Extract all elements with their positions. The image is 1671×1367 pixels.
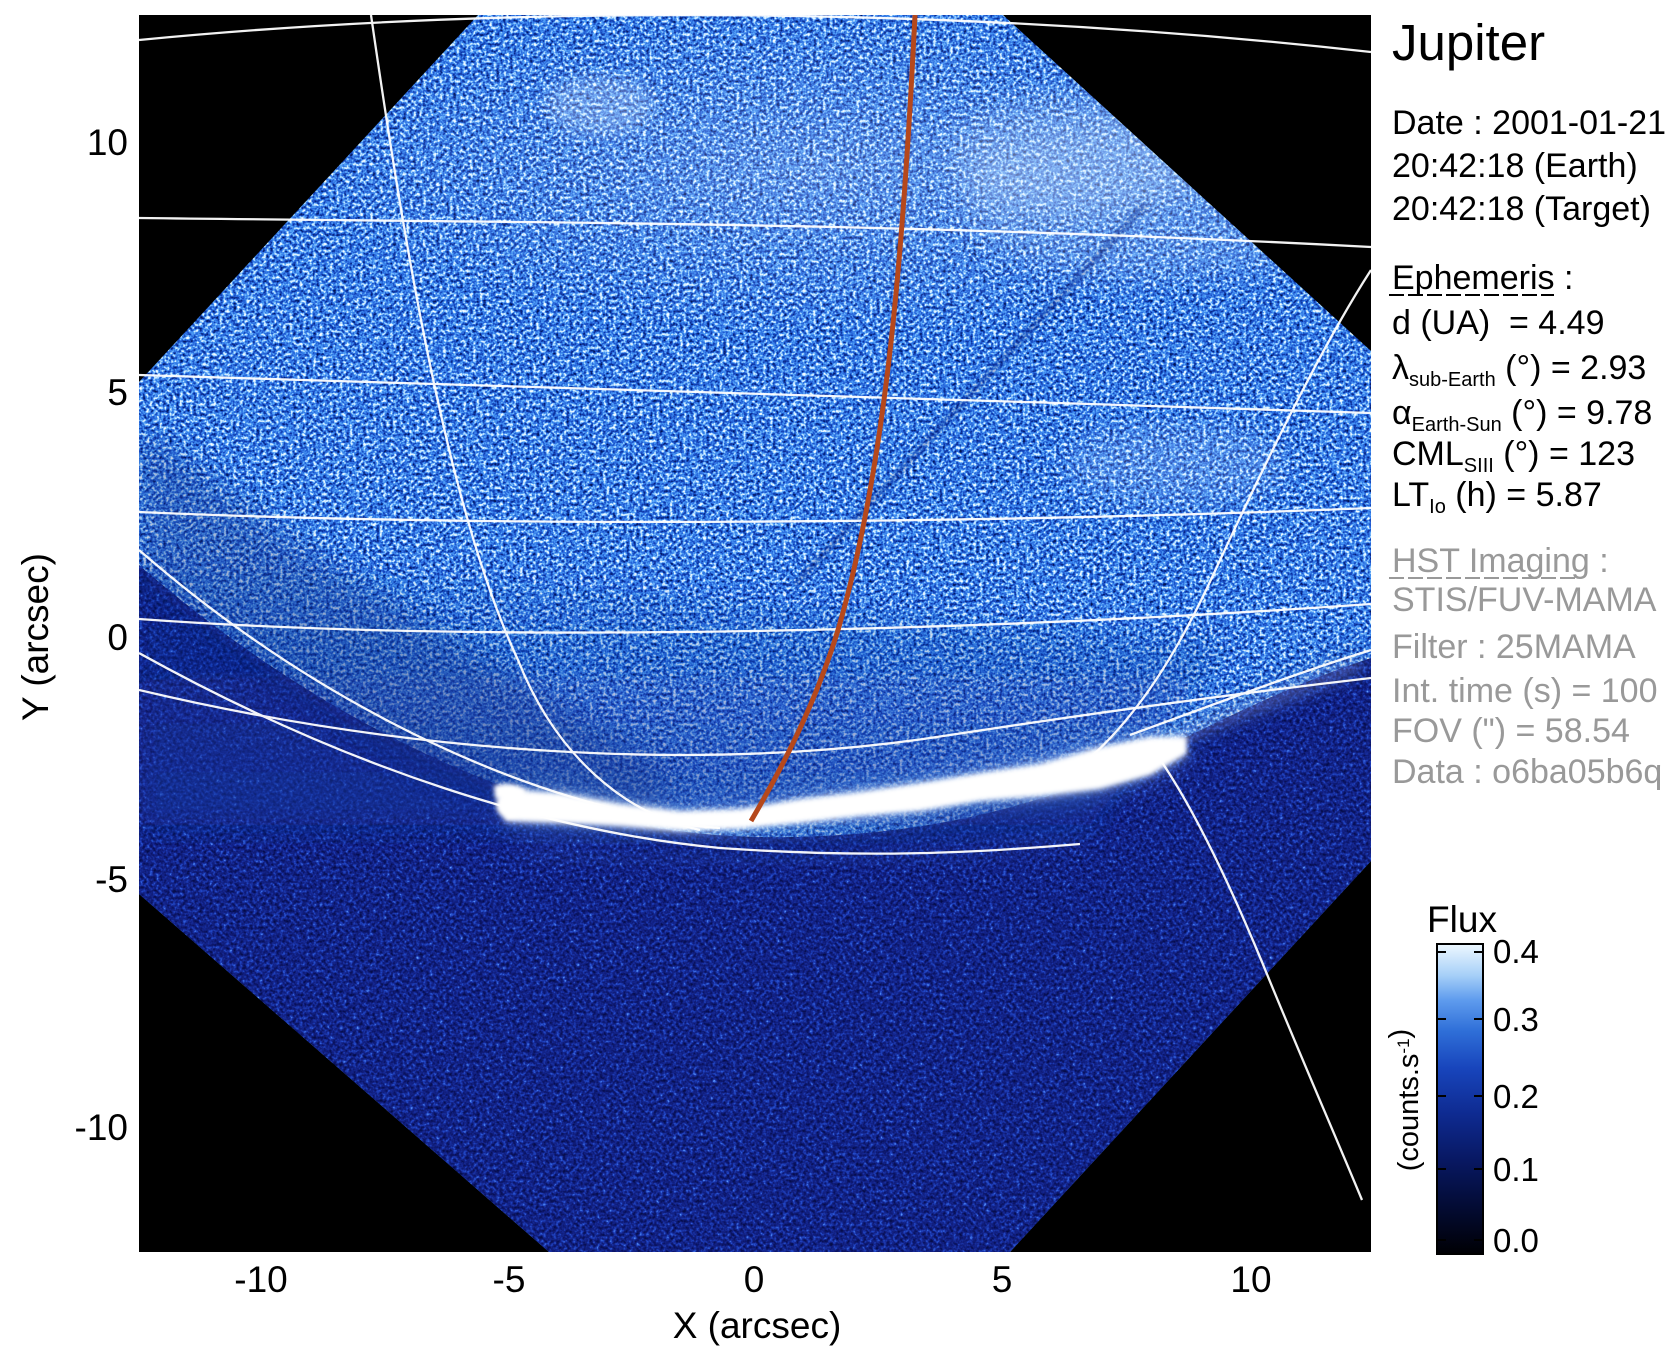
svg-text:Filter : 25MAMA: Filter : 25MAMA [1392, 628, 1636, 666]
svg-text:HST Imaging :: HST Imaging : [1392, 542, 1609, 580]
svg-text:CMLSIII (°) = 123: CMLSIII (°) = 123 [1392, 435, 1635, 477]
svg-text:(counts.s-1): (counts.s-1) [1384, 1029, 1425, 1171]
svg-text:Jupiter: Jupiter [1392, 14, 1545, 71]
svg-text:5: 5 [992, 1259, 1013, 1300]
svg-text:-5: -5 [95, 859, 128, 900]
svg-text:-10: -10 [234, 1259, 287, 1300]
svg-text:Data : o6ba05b6q: Data : o6ba05b6q [1392, 753, 1662, 791]
svg-text:10: 10 [1230, 1259, 1271, 1300]
svg-text:Ephemeris :: Ephemeris : [1392, 259, 1573, 297]
svg-text:Y (arcsec): Y (arcsec) [15, 553, 56, 721]
svg-text:-5: -5 [493, 1259, 526, 1300]
svg-text:LTIo (h) = 5.87: LTIo (h) = 5.87 [1392, 476, 1602, 518]
svg-text:0.4: 0.4 [1493, 933, 1539, 970]
svg-text:10: 10 [87, 122, 128, 163]
svg-text:0: 0 [744, 1259, 765, 1300]
svg-text:0.1: 0.1 [1493, 1151, 1539, 1188]
svg-text:αEarth-Sun (°) = 9.78: αEarth-Sun (°) = 9.78 [1392, 394, 1652, 436]
svg-text:X (arcsec): X (arcsec) [673, 1305, 842, 1346]
svg-text:FOV (") = 58.54: FOV (") = 58.54 [1392, 712, 1630, 750]
svg-text:0.0: 0.0 [1493, 1222, 1539, 1259]
svg-text:0.3: 0.3 [1493, 1001, 1539, 1038]
svg-text:= 4.49: = 4.49 [1509, 304, 1604, 342]
svg-text:-10: -10 [75, 1107, 128, 1148]
svg-text:20:42:18 (Target): 20:42:18 (Target) [1392, 190, 1651, 228]
svg-text:5: 5 [107, 372, 128, 413]
svg-text:20:42:18 (Earth): 20:42:18 (Earth) [1392, 147, 1638, 185]
svg-text:Date : 2001-01-21: Date : 2001-01-21 [1392, 104, 1666, 142]
svg-text:λsub-Earth (°) = 2.93: λsub-Earth (°) = 2.93 [1392, 349, 1646, 391]
svg-text:0.2: 0.2 [1493, 1078, 1539, 1115]
svg-text:d (UA): d (UA) [1392, 304, 1490, 342]
svg-text:0: 0 [107, 617, 128, 658]
svg-text:Flux: Flux [1427, 899, 1497, 940]
svg-text:Int. time (s) = 100: Int. time (s) = 100 [1392, 672, 1658, 710]
svg-text:STIS/FUV-MAMA: STIS/FUV-MAMA [1392, 581, 1657, 619]
